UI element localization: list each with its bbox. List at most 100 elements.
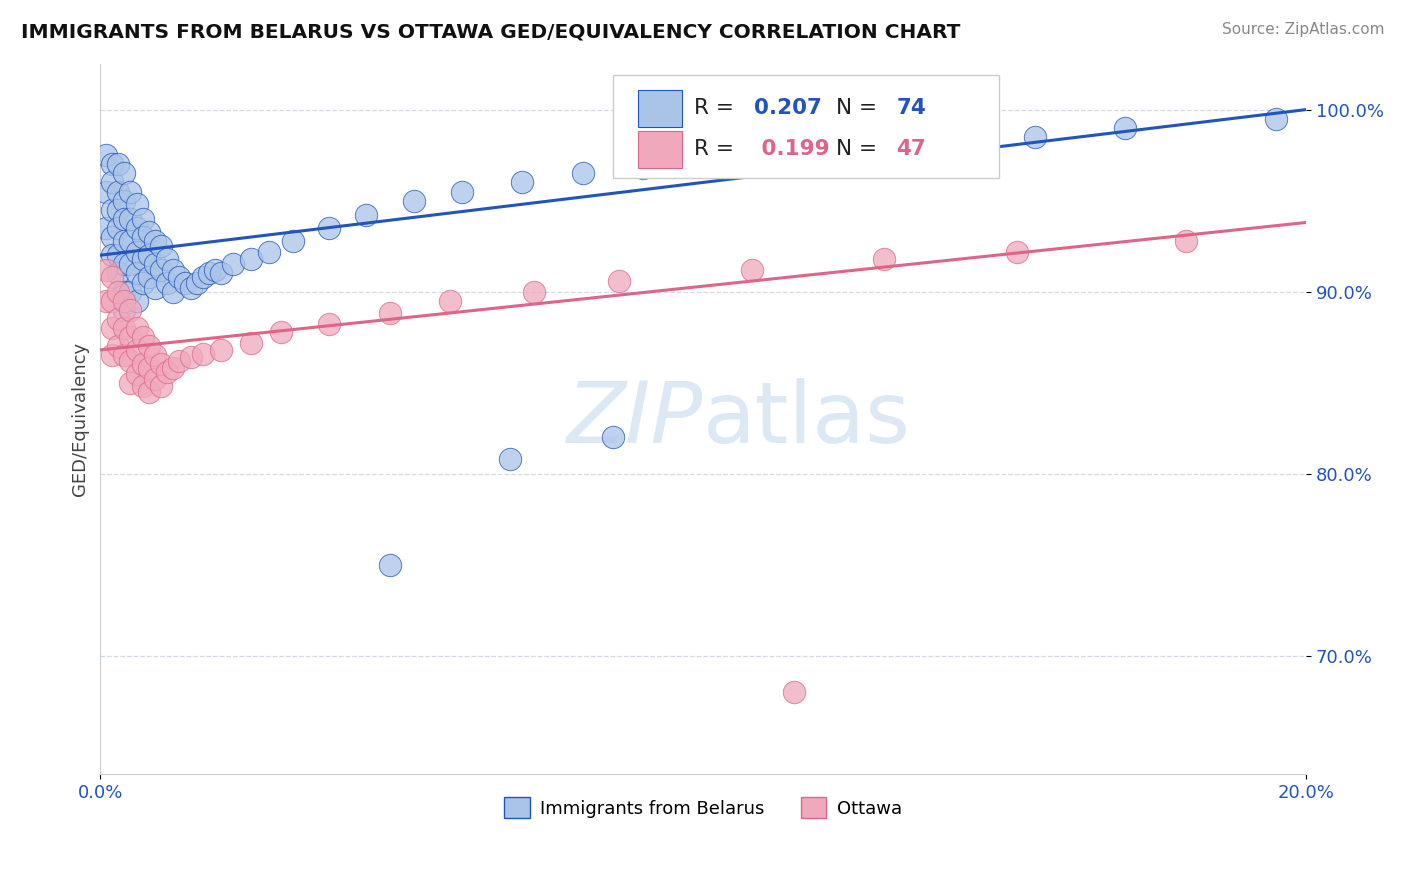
Point (162, 361, 184, 376)
Point (114, 348, 136, 362)
Point (131, 379, 153, 393)
Point (1265, 112, 1288, 126)
Point (783, 685, 806, 699)
Point (120, 185, 142, 199)
Point (125, 343, 148, 357)
Point (143, 257, 166, 271)
Legend: Immigrants from Belarus, Ottawa: Immigrants from Belarus, Ottawa (498, 790, 910, 825)
Point (167, 270, 190, 285)
Point (120, 285, 142, 299)
Point (131, 230, 153, 244)
Point (257, 244, 280, 259)
Point (180, 281, 202, 295)
Point (138, 225, 160, 239)
Point (101, 293, 124, 308)
Point (149, 262, 172, 277)
Point (131, 252, 153, 266)
FancyBboxPatch shape (638, 89, 682, 127)
Point (240, 252, 263, 266)
Point (114, 166, 136, 180)
Point (222, 257, 245, 271)
Point (101, 230, 124, 244)
Point (107, 221, 129, 235)
Point (138, 270, 160, 285)
Point (101, 270, 124, 285)
Point (96, 262, 118, 277)
Point (131, 358, 153, 372)
Point (114, 302, 136, 317)
Point (107, 312, 129, 326)
Point (125, 267, 148, 281)
Point (107, 202, 129, 217)
Point (283, 234, 305, 248)
Point (114, 321, 136, 335)
Point (191, 270, 214, 285)
Point (156, 276, 179, 290)
Point (107, 157, 129, 171)
Point (138, 248, 160, 262)
Point (138, 384, 160, 399)
Point (107, 285, 129, 299)
Point (873, 143, 896, 157)
Point (120, 376, 142, 390)
Point (107, 339, 129, 353)
Text: N =: N = (837, 98, 884, 118)
Point (607, 274, 630, 288)
Y-axis label: GED/Equivalency: GED/Equivalency (72, 342, 89, 496)
Text: 47: 47 (896, 139, 927, 160)
Point (180, 350, 202, 364)
Point (114, 285, 136, 299)
Text: Source: ZipAtlas.com: Source: ZipAtlas.com (1222, 22, 1385, 37)
Point (149, 379, 172, 393)
Point (138, 339, 160, 353)
Point (120, 330, 142, 344)
Point (96, 185, 118, 199)
Point (602, 430, 624, 444)
Point (873, 252, 896, 266)
Point (125, 321, 148, 335)
Text: 74: 74 (896, 98, 927, 118)
Point (125, 197, 148, 211)
Point (378, 558, 401, 572)
Point (156, 252, 179, 266)
Point (120, 354, 142, 368)
Point (138, 361, 160, 376)
Point (143, 234, 166, 248)
Point (107, 267, 129, 281)
Point (1174, 234, 1197, 248)
Point (131, 276, 153, 290)
Text: R =: R = (693, 139, 741, 160)
Point (270, 325, 292, 339)
Point (125, 221, 148, 235)
Point (451, 185, 474, 199)
Point (167, 354, 190, 368)
Point (125, 367, 148, 381)
Point (125, 244, 148, 259)
Point (571, 166, 593, 180)
Point (120, 234, 142, 248)
Point (741, 262, 763, 277)
FancyBboxPatch shape (613, 75, 998, 178)
Point (149, 358, 172, 372)
Point (120, 257, 142, 271)
Point (1114, 120, 1136, 135)
FancyBboxPatch shape (638, 131, 682, 168)
Point (131, 330, 153, 344)
Point (143, 281, 166, 295)
Point (114, 234, 136, 248)
Point (120, 302, 142, 317)
Point (131, 211, 153, 226)
Point (523, 285, 546, 299)
Point (101, 202, 124, 217)
Text: IMMIGRANTS FROM BELARUS VS OTTAWA GED/EQUIVALENCY CORRELATION CHART: IMMIGRANTS FROM BELARUS VS OTTAWA GED/EQ… (21, 22, 960, 41)
Point (318, 221, 340, 235)
Point (96, 221, 118, 235)
Point (156, 365, 179, 379)
Point (378, 306, 401, 320)
Point (752, 153, 775, 168)
Point (125, 293, 148, 308)
Text: atlas: atlas (703, 377, 911, 460)
Text: 0.207: 0.207 (754, 98, 823, 118)
Point (101, 321, 124, 335)
Text: N =: N = (837, 139, 884, 160)
